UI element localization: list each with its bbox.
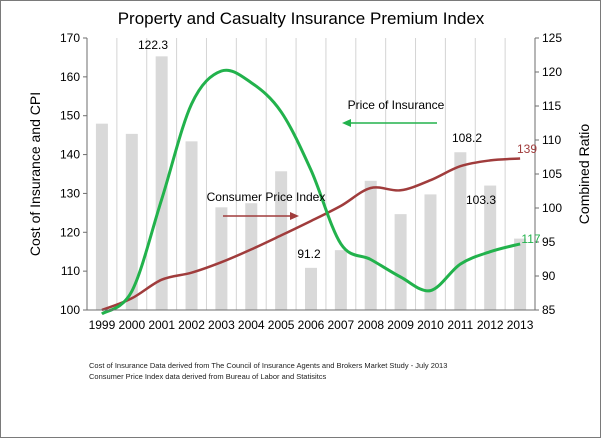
chart-title: Property and Casualty Insurance Premium …	[118, 9, 485, 28]
combined-ratio-bar	[484, 185, 497, 310]
x-tick-label: 2011	[447, 318, 473, 332]
combined-ratio-bar	[95, 123, 108, 311]
x-tick-label: 2009	[387, 318, 414, 332]
x-tick-label: 2006	[298, 318, 325, 332]
x-tick-label: 2002	[178, 318, 205, 332]
source-note-insurance: Cost of Insurance Data derived from The …	[89, 361, 448, 370]
x-tick-label: 2010	[417, 318, 444, 332]
y2-axis-label: Combined Ratio	[576, 124, 592, 225]
x-tick-label: 2005	[268, 318, 295, 332]
x-tick-label: 2008	[357, 318, 384, 332]
label-2012-bar: 103.3	[466, 193, 496, 207]
y-tick-label: 100	[60, 303, 80, 317]
label-2001-bar: 122.3	[138, 38, 168, 52]
y2-tick-label: 120	[542, 65, 562, 79]
y2-tick-label: 100	[542, 201, 562, 215]
combined-ratio-bar	[155, 56, 168, 310]
combined-ratio-bar	[125, 133, 138, 310]
source-note-cpi: Consumer Price Index data derived from B…	[89, 372, 327, 381]
label-2006-bar: 91.2	[297, 247, 321, 261]
x-tick-label: 2013	[507, 318, 534, 332]
y2-tick-label: 85	[542, 303, 556, 317]
combined-ratio-bar	[514, 238, 527, 310]
source-notes: Cost of Insurance Data derived from The …	[89, 360, 447, 382]
price-of-insurance-arrowhead	[342, 119, 351, 127]
y-tick-label: 160	[60, 70, 80, 84]
x-tick-label: 1999	[89, 318, 116, 332]
x-tick-label: 2007	[328, 318, 355, 332]
x-tick-label: 2000	[118, 318, 145, 332]
cpi-label: Consumer Price Index	[207, 190, 326, 204]
y-tick-label: 130	[60, 186, 80, 200]
combined-ratio-bar	[185, 141, 198, 310]
combined-ratio-bar	[215, 207, 228, 310]
combined-ratio-bar	[394, 214, 407, 310]
y-tick-label: 110	[61, 264, 80, 278]
combined-ratio-bar	[364, 180, 377, 310]
combined-ratio-bar	[305, 267, 317, 310]
price-of-insurance-label: Price of Insurance	[348, 98, 445, 112]
cpi-line	[101, 157, 521, 312]
combined-ratio-bar	[275, 171, 288, 310]
y2-tick-label: 125	[542, 31, 562, 45]
y-tick-label: 120	[60, 225, 80, 239]
y2-tick-label: 115	[542, 99, 561, 113]
y2-tick-label: 90	[542, 269, 556, 283]
y-axis-label: Cost of Insurance and CPI	[27, 92, 43, 256]
y2-tick-label: 110	[542, 133, 561, 147]
combined-ratio-bar	[334, 250, 347, 310]
y-tick-label: 170	[60, 31, 80, 45]
label-cpi-2013: 139	[517, 142, 537, 156]
x-tick-label: 2003	[208, 318, 235, 332]
x-tick-label: 2004	[238, 318, 265, 332]
label-insurance-2013: 117	[521, 232, 540, 246]
y-tick-label: 150	[60, 109, 80, 123]
y-tick-label: 140	[60, 148, 80, 162]
y2-tick-label: 95	[542, 235, 556, 249]
x-tick-label: 2001	[148, 318, 175, 332]
y2-tick-label: 105	[542, 167, 562, 181]
x-tick-label: 2012	[477, 318, 504, 332]
cpi-arrowhead	[290, 212, 299, 220]
label-2011-bar: 108.2	[452, 131, 482, 145]
combined-ratio-bar	[245, 203, 258, 310]
combined-ratio-bar	[424, 194, 437, 310]
combined-ratio-bar	[454, 152, 467, 310]
price-of-insurance-line	[100, 68, 521, 316]
